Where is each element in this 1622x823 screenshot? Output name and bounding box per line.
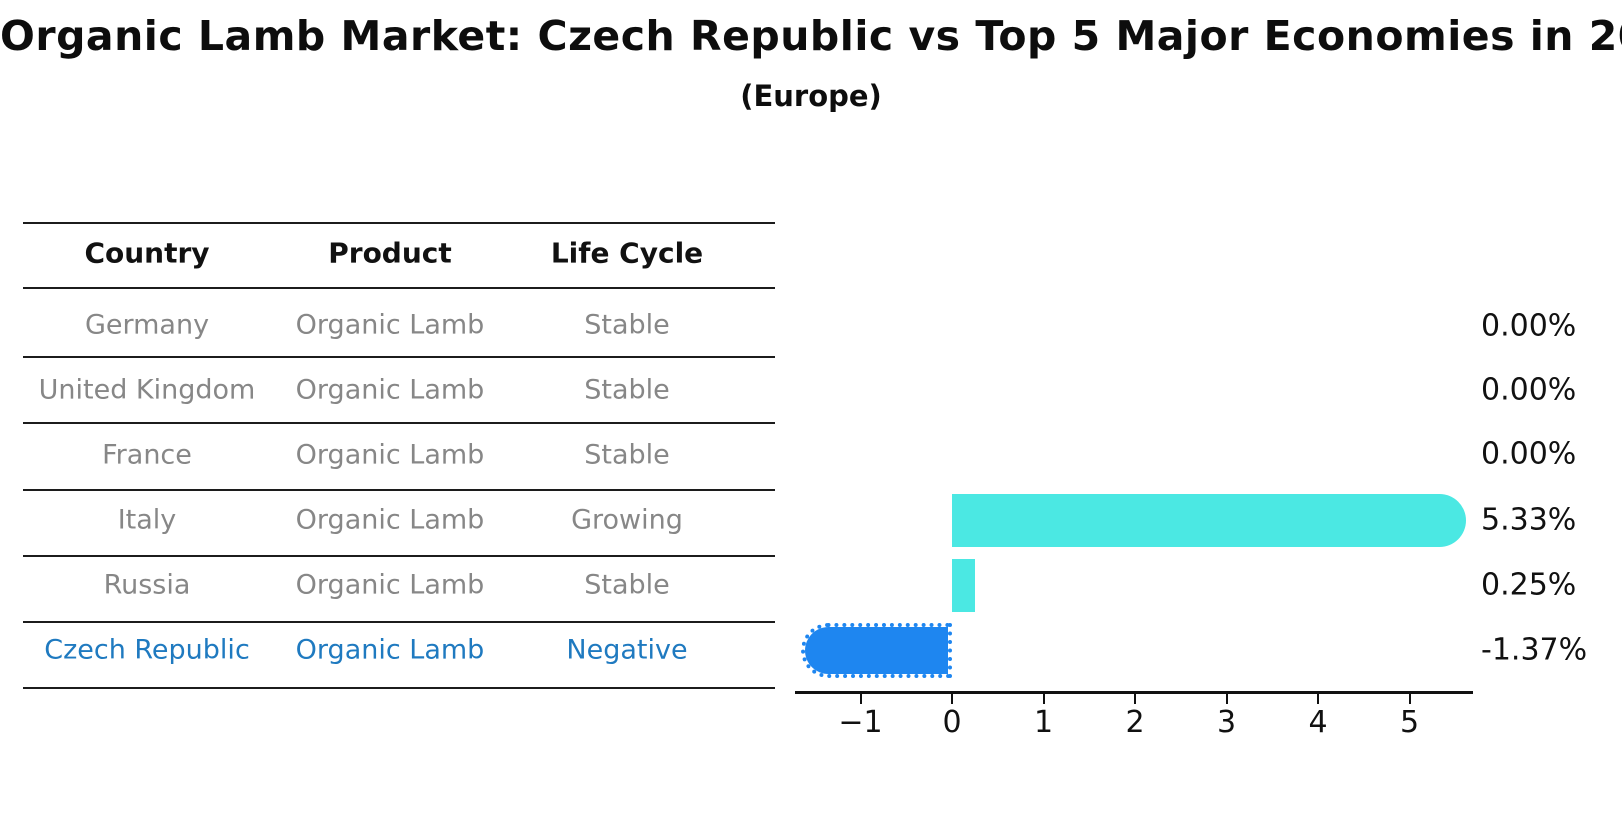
column-header-product: Product [328, 236, 452, 270]
row-divider [23, 356, 775, 358]
cell-product: Organic Lamb [295, 569, 485, 601]
value-label-italy: 5.33% [1481, 502, 1577, 538]
row-divider [23, 621, 775, 623]
value-label-russia: 0.25% [1481, 567, 1577, 603]
cell-country: Germany [84, 309, 210, 341]
table-bottom-border [23, 687, 775, 689]
cell-life-cycle: Negative [566, 634, 688, 666]
x-axis-tick-label: 5 [1399, 705, 1420, 740]
x-axis-tick [859, 693, 862, 704]
table-top-border [23, 222, 775, 224]
x-axis-tick-label: 1 [1033, 705, 1054, 740]
cell-product: Organic Lamb [295, 504, 485, 536]
bar-italy [952, 493, 1466, 547]
column-header-country: Country [84, 236, 210, 270]
cell-country: Czech Republic [44, 634, 250, 666]
cell-country: Russia [103, 569, 191, 601]
value-label-united-kingdom: 0.00% [1481, 372, 1577, 408]
x-axis-tick [1134, 693, 1136, 704]
x-axis-tick [951, 693, 953, 704]
x-axis-tick-label: −1 [838, 705, 883, 740]
chart-subtitle: (Europe) [740, 79, 882, 113]
cell-life-cycle: Stable [584, 569, 670, 601]
bar-russia [952, 558, 975, 612]
cell-country: United Kingdom [38, 374, 256, 406]
cell-product: Organic Lamb [295, 374, 485, 406]
row-divider [23, 489, 775, 491]
bar-czech-republic [800, 622, 952, 678]
table-header-divider [23, 287, 775, 289]
x-axis-line [795, 691, 1473, 694]
x-axis-tick-label: 2 [1125, 705, 1145, 740]
cell-life-cycle: Stable [584, 309, 670, 341]
cell-life-cycle: Growing [571, 504, 683, 536]
cell-product: Organic Lamb [295, 309, 485, 341]
cell-life-cycle: Stable [584, 439, 670, 471]
cell-product: Organic Lamb [295, 439, 485, 471]
x-axis-tick [1408, 693, 1411, 704]
cell-life-cycle: Stable [584, 374, 670, 406]
value-label-france: 0.00% [1481, 436, 1577, 472]
cell-country: Italy [117, 504, 177, 536]
x-axis-tick-label: 0 [942, 705, 962, 740]
x-axis-tick-label: 4 [1308, 705, 1328, 740]
value-label-czech-republic: -1.37% [1481, 632, 1588, 668]
cell-product: Organic Lamb [295, 634, 485, 666]
x-axis-tick [1042, 693, 1045, 704]
row-divider [23, 555, 775, 557]
x-axis-tick [1225, 693, 1228, 704]
value-label-germany: 0.00% [1481, 308, 1577, 344]
x-axis-tick-label: 3 [1216, 705, 1237, 740]
row-divider [23, 422, 775, 424]
chart-title: Organic Lamb Market: Czech Republic vs T… [0, 12, 1622, 60]
cell-country: France [102, 439, 192, 471]
x-axis-tick [1317, 693, 1319, 704]
column-header-life-cycle: Life Cycle [550, 236, 704, 270]
